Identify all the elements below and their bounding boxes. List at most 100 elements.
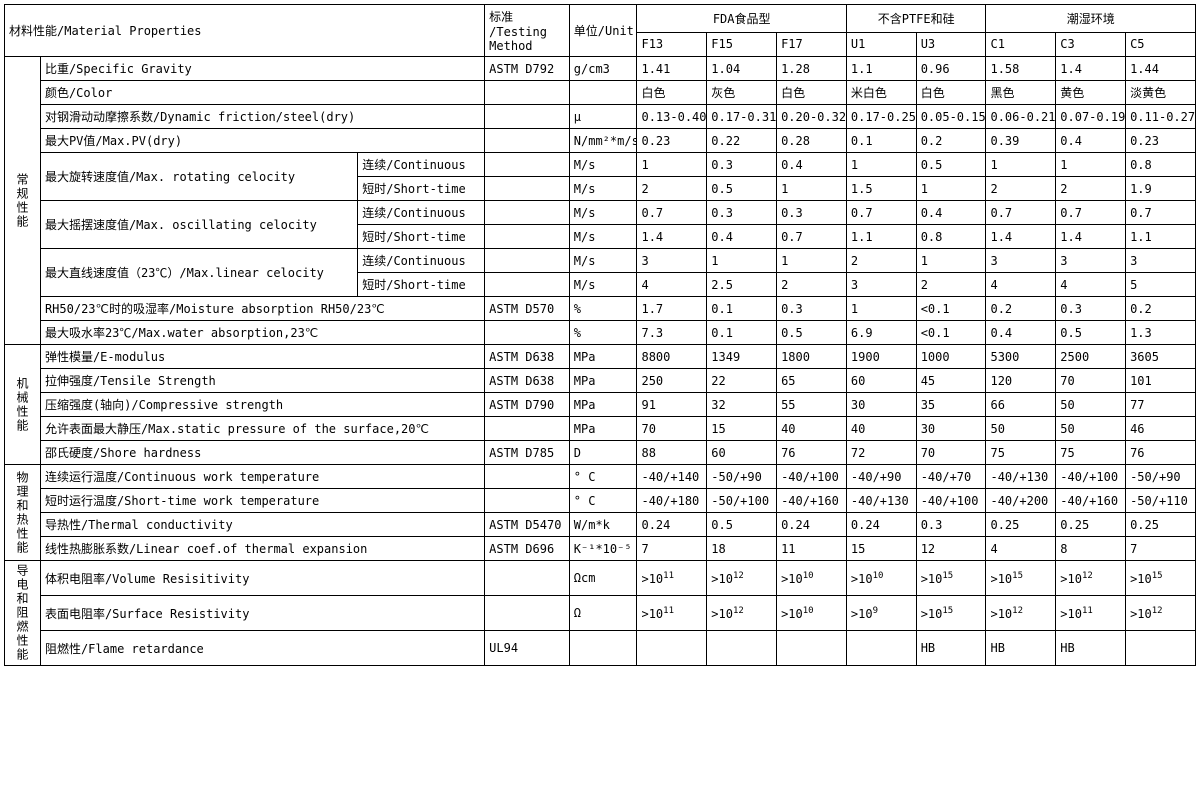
cell-value: -40/+100 bbox=[1056, 465, 1126, 489]
header-col-c5: C5 bbox=[1126, 32, 1196, 56]
table-row: 颜色/Color白色灰色白色米白色白色黑色黄色淡黄色 bbox=[5, 81, 1196, 105]
cell-value: 0.3 bbox=[777, 297, 847, 321]
cell-value: -40/+200 bbox=[986, 489, 1056, 513]
cell-unit: M/s bbox=[569, 153, 637, 177]
cell-value: 0.7 bbox=[637, 201, 707, 225]
cell-value: 0.3 bbox=[1056, 297, 1126, 321]
cell-value: >109 bbox=[846, 596, 916, 631]
cell-value: -40/+160 bbox=[1056, 489, 1126, 513]
cell-value: >1011 bbox=[637, 561, 707, 596]
cell-value: 2 bbox=[916, 273, 986, 297]
property-sub: 连续/Continuous bbox=[358, 201, 485, 225]
cell-unit: % bbox=[569, 297, 637, 321]
cell-value: 91 bbox=[637, 393, 707, 417]
cell-value: 2 bbox=[1056, 177, 1126, 201]
cell-value: 0.25 bbox=[986, 513, 1056, 537]
table-row: 最大直线速度值（23℃）/Max.linear celocity连续/Conti… bbox=[5, 249, 1196, 273]
cell-value: 0.25 bbox=[1126, 513, 1196, 537]
property-sub: 连续/Continuous bbox=[358, 153, 485, 177]
cell-value: 1.4 bbox=[986, 225, 1056, 249]
cell-value: 5300 bbox=[986, 345, 1056, 369]
cell-value: 1.58 bbox=[986, 57, 1056, 81]
property-label: 表面电阻率/Surface Resistivity bbox=[40, 596, 484, 631]
cell-value: 0.5 bbox=[707, 513, 777, 537]
cell-value: 8 bbox=[1056, 537, 1126, 561]
cell-value: 0.24 bbox=[637, 513, 707, 537]
cell-value: HB bbox=[916, 631, 986, 666]
cell-value: >1012 bbox=[707, 596, 777, 631]
cell-std: ASTM D638 bbox=[485, 345, 570, 369]
property-label: RH50/23℃时的吸湿率/Moisture absorption RH50/2… bbox=[40, 297, 484, 321]
cell-std bbox=[485, 596, 570, 631]
cell-value: 0.7 bbox=[1056, 201, 1126, 225]
cell-value: 3 bbox=[986, 249, 1056, 273]
cell-std bbox=[485, 561, 570, 596]
cell-value: 0.1 bbox=[707, 297, 777, 321]
header-col-f13: F13 bbox=[637, 32, 707, 56]
cell-value: 1.1 bbox=[846, 225, 916, 249]
cell-std: ASTM D570 bbox=[485, 297, 570, 321]
cell-value: 0.5 bbox=[916, 153, 986, 177]
cell-value: 1 bbox=[1056, 153, 1126, 177]
cell-value: >1015 bbox=[986, 561, 1056, 596]
cell-unit: K⁻¹*10⁻⁵ bbox=[569, 537, 637, 561]
cell-value: 1.44 bbox=[1126, 57, 1196, 81]
cell-value: 1.4 bbox=[1056, 57, 1126, 81]
cell-value: 0.07-0.19 bbox=[1056, 105, 1126, 129]
cell-value: 2 bbox=[637, 177, 707, 201]
cell-unit: % bbox=[569, 321, 637, 345]
cell-value: 40 bbox=[846, 417, 916, 441]
cell-value: -40/+130 bbox=[846, 489, 916, 513]
cell-value: >1012 bbox=[1056, 561, 1126, 596]
cell-value: 0.7 bbox=[777, 225, 847, 249]
header-col-u1: U1 bbox=[846, 32, 916, 56]
table-body: 常规性能比重/Specific GravityASTM D792g/cm31.4… bbox=[5, 57, 1196, 666]
cell-value: 1349 bbox=[707, 345, 777, 369]
cell-std bbox=[485, 465, 570, 489]
cell-value: 11 bbox=[777, 537, 847, 561]
cell-value: 黑色 bbox=[986, 81, 1056, 105]
cell-unit: M/s bbox=[569, 225, 637, 249]
cell-value: <0.1 bbox=[916, 297, 986, 321]
table-row: 最大PV值/Max.PV(dry)N/mm²*m/s0.230.220.280.… bbox=[5, 129, 1196, 153]
cell-unit: M/s bbox=[569, 273, 637, 297]
cell-value: 0.5 bbox=[1056, 321, 1126, 345]
property-label: 短时运行温度/Short-time work temperature bbox=[40, 489, 484, 513]
cell-std bbox=[485, 249, 570, 273]
cell-value: 0.2 bbox=[916, 129, 986, 153]
cell-unit: MPa bbox=[569, 393, 637, 417]
cell-value: -50/+90 bbox=[1126, 465, 1196, 489]
cell-value: >1012 bbox=[707, 561, 777, 596]
cell-value: 0.3 bbox=[707, 201, 777, 225]
cell-value: >1015 bbox=[1126, 561, 1196, 596]
cell-value: 1 bbox=[986, 153, 1056, 177]
header-col-f15: F15 bbox=[707, 32, 777, 56]
header-group-ptfe: 不含PTFE和硅 bbox=[846, 5, 986, 33]
cell-value: 0.23 bbox=[1126, 129, 1196, 153]
cell-unit: M/s bbox=[569, 249, 637, 273]
cell-value: 0.25 bbox=[1056, 513, 1126, 537]
cell-value: 35 bbox=[916, 393, 986, 417]
cell-value: -50/+90 bbox=[707, 465, 777, 489]
cell-value: 1.7 bbox=[637, 297, 707, 321]
header-group-humid: 潮湿环境 bbox=[986, 5, 1196, 33]
cell-value: 0.7 bbox=[1126, 201, 1196, 225]
cell-unit bbox=[569, 81, 637, 105]
cell-value: 32 bbox=[707, 393, 777, 417]
cell-value: 75 bbox=[986, 441, 1056, 465]
cell-value: 0.24 bbox=[777, 513, 847, 537]
table-row: RH50/23℃时的吸湿率/Moisture absorption RH50/2… bbox=[5, 297, 1196, 321]
material-properties-table: 材料性能/Material Properties 标准/TestingMetho… bbox=[4, 4, 1196, 666]
table-row: 邵氏硬度/Shore hardnessASTM D785D88607672707… bbox=[5, 441, 1196, 465]
cell-value: 1.1 bbox=[1126, 225, 1196, 249]
cell-value: 0.17-0.31 bbox=[707, 105, 777, 129]
cell-value: 白色 bbox=[916, 81, 986, 105]
cell-value: 0.06-0.21 bbox=[986, 105, 1056, 129]
cell-value: 76 bbox=[1126, 441, 1196, 465]
cell-value: 101 bbox=[1126, 369, 1196, 393]
cell-value: 15 bbox=[707, 417, 777, 441]
cell-value: 0.3 bbox=[916, 513, 986, 537]
cell-value: 65 bbox=[777, 369, 847, 393]
cell-value: 白色 bbox=[637, 81, 707, 105]
cell-value: 0.96 bbox=[916, 57, 986, 81]
